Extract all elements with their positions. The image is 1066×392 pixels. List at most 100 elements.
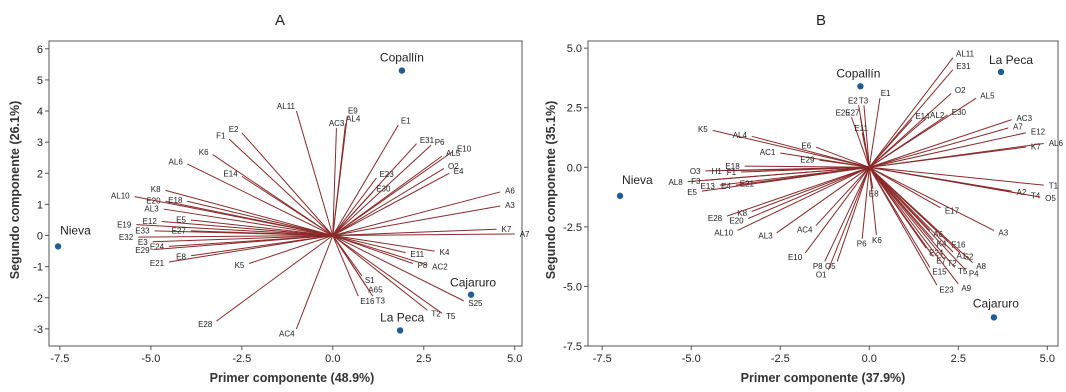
- loading-vector-label: H1: [712, 167, 723, 176]
- loading-vector: [332, 235, 443, 314]
- y-tick-label: 5.0: [567, 43, 582, 55]
- loading-vector: [868, 167, 938, 286]
- site-point: [857, 83, 864, 90]
- x-tick-label: 2.5: [416, 353, 431, 365]
- loading-vector: [241, 132, 334, 236]
- loading-vector: [868, 166, 966, 271]
- loading-vector-label: E14: [915, 112, 930, 121]
- loading-vector-label: AL3: [144, 204, 159, 213]
- biplot-b-svg: B -7.5 -5.0 -2.5 0.0 2.5 5.0 -7.5 -5.0 -2.5 0.0 2.…: [544, 12, 1064, 385]
- loading-vector-label: E10: [457, 145, 472, 154]
- loading-vector: [815, 166, 870, 227]
- loading-vector: [869, 166, 995, 231]
- loading-vector-label: E24: [150, 243, 165, 252]
- loading-vector: [741, 166, 870, 173]
- loading-vector-label: F1: [216, 132, 226, 141]
- loading-vector-label: K5: [698, 125, 708, 134]
- loading-vector-label: E31: [956, 62, 971, 71]
- loading-vector-label: E11: [854, 124, 868, 133]
- loading-vector: [868, 166, 956, 268]
- loading-vector-label: A9: [961, 284, 971, 293]
- loading-vector-label: K8: [737, 209, 747, 218]
- x-tick-label: 2.5: [951, 353, 966, 365]
- loading-vector-label: O5: [1045, 194, 1056, 203]
- loading-vector: [332, 235, 465, 302]
- loading-vector-label: E16: [360, 297, 375, 306]
- y-tick-label: 4: [37, 106, 43, 118]
- loading-vector-label: E13: [701, 182, 716, 191]
- loading-vector-label: A3: [998, 229, 1008, 238]
- loading-vector: [216, 235, 334, 322]
- loading-vector-label: AL3: [758, 232, 773, 241]
- y-tick-label: -2.5: [563, 222, 582, 234]
- x-tick-label: 5.0: [1040, 353, 1055, 365]
- loading-vector: [869, 127, 1009, 168]
- loading-vector-label: E29: [135, 246, 150, 255]
- loading-vector: [295, 235, 334, 330]
- loading-vector-label: O3: [690, 167, 701, 176]
- loading-vector: [819, 159, 870, 168]
- loading-vector-label: AC2: [432, 263, 448, 272]
- loading-vector: [332, 123, 347, 236]
- loading-vector-label: S1: [365, 276, 375, 285]
- loading-vector: [163, 208, 333, 237]
- loading-vector: [712, 129, 870, 168]
- site-point: [396, 327, 404, 334]
- loading-vector: [332, 235, 428, 266]
- biplot-panel-a: A -7.5 -5.0 -2.5 0.0 2.5 5.0 -3 -2 -1 0 1 2 3 4 5 6 AL1…: [0, 0, 533, 387]
- loading-vector: [190, 219, 333, 237]
- site-point: [997, 68, 1005, 76]
- loading-vector-label: AL6: [1049, 139, 1064, 148]
- loading-vector: [152, 235, 333, 243]
- loading-vector-label: K6: [872, 236, 882, 245]
- loading-vector-label: K7: [1031, 142, 1041, 151]
- site-point-label: La Peca: [989, 53, 1033, 67]
- loading-vector: [869, 119, 1012, 168]
- y-tick-label: 0: [37, 231, 43, 243]
- loading-vector-label: P6: [857, 240, 867, 249]
- loading-vector: [187, 163, 334, 236]
- loading-vector-label: E21: [150, 259, 165, 268]
- loading-vector: [332, 235, 435, 252]
- loading-vector-label: AL8: [668, 178, 683, 187]
- loading-vector: [187, 200, 333, 237]
- loading-vector-label: E12: [1031, 128, 1046, 137]
- loading-vector-label: AL11: [956, 50, 975, 59]
- loading-vector-label: A2: [1017, 188, 1027, 197]
- loading-vector: [868, 167, 877, 236]
- loading-vector: [136, 224, 333, 237]
- loading-vector: [868, 166, 973, 263]
- loading-vector: [332, 155, 443, 236]
- loading-vector-label: O2: [955, 86, 966, 95]
- x-tick-label: 0.0: [862, 353, 877, 365]
- loading-vector: [332, 235, 406, 254]
- loading-vector: [161, 221, 333, 237]
- loading-vector-label: K8: [151, 185, 161, 194]
- loading-vector-label: AL10: [111, 192, 130, 201]
- loading-vector: [241, 175, 334, 236]
- x-tick-label: -2.5: [771, 353, 790, 365]
- loading-vector-label: E5: [176, 215, 186, 224]
- loading-vector-label: E8: [869, 190, 879, 199]
- loading-vector: [869, 166, 1044, 186]
- x-tick-label: -5.0: [141, 353, 160, 365]
- y-tick-label: 6: [37, 44, 43, 56]
- loading-vector-label: E9: [348, 107, 358, 116]
- loading-vector-label: T2: [431, 309, 441, 318]
- loading-vector-label: E27: [172, 227, 187, 236]
- loading-vector: [868, 166, 934, 257]
- loading-vector-label: A6: [933, 230, 943, 239]
- loading-vector-label: A3: [505, 201, 515, 210]
- loading-vector-label: AC4: [797, 225, 813, 234]
- y-tick-label: 2: [37, 168, 43, 180]
- loading-vector: [332, 128, 337, 236]
- loading-vector: [332, 235, 374, 297]
- loading-vector-label: F3: [691, 177, 701, 186]
- plot-frame-a: [48, 40, 523, 347]
- y-tick-label: -3: [33, 324, 43, 336]
- loading-vector-label: AL5: [446, 149, 461, 158]
- loading-vector-label: K4: [440, 248, 450, 257]
- loading-vector-label: E28: [198, 320, 213, 329]
- site-point: [467, 291, 475, 298]
- loading-vector-label: E18: [168, 196, 183, 205]
